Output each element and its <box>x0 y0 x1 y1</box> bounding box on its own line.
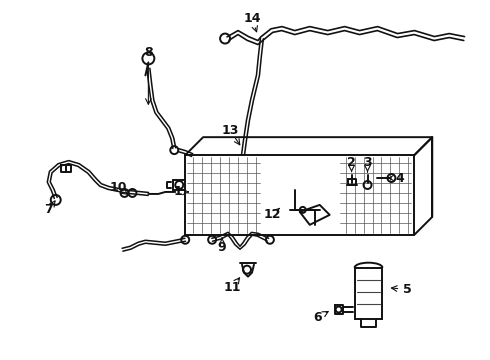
Text: 5: 5 <box>403 283 412 296</box>
Text: 9: 9 <box>218 241 226 254</box>
Text: 1: 1 <box>174 185 183 198</box>
Text: 3: 3 <box>363 156 372 168</box>
Text: 8: 8 <box>144 46 153 59</box>
Text: 13: 13 <box>221 124 239 137</box>
Text: 14: 14 <box>243 12 261 25</box>
Text: 10: 10 <box>110 181 127 194</box>
Text: 7: 7 <box>45 203 53 216</box>
Text: 4: 4 <box>395 171 404 185</box>
Text: 2: 2 <box>347 156 356 168</box>
Text: 12: 12 <box>263 208 281 221</box>
Text: 11: 11 <box>223 281 241 294</box>
Bar <box>355 268 383 319</box>
Text: 6: 6 <box>314 311 322 324</box>
